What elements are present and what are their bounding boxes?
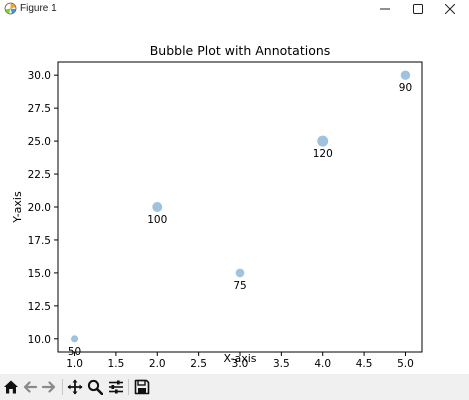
forward-arrow-icon bbox=[41, 381, 56, 393]
chart-title: Bubble Plot with Annotations bbox=[150, 43, 331, 58]
zoom-button[interactable] bbox=[86, 378, 104, 396]
close-icon bbox=[445, 3, 455, 14]
toolbar-separator bbox=[62, 379, 63, 395]
x-tick-label: 2.5 bbox=[190, 358, 207, 370]
y-tick-label: 27.5 bbox=[28, 103, 51, 115]
y-tick-label: 12.5 bbox=[28, 301, 51, 313]
y-axis: 10.0 12.5 15.0 17.5 20.0 22.5 25.0 27.5 30.0 bbox=[28, 70, 58, 346]
y-tick-label: 20.0 bbox=[28, 202, 51, 214]
bubble-annotation: 120 bbox=[313, 148, 333, 160]
save-icon bbox=[134, 379, 150, 395]
x-tick-label: 3.0 bbox=[232, 358, 249, 370]
toolbar-separator bbox=[128, 379, 129, 395]
maximize-button[interactable] bbox=[396, 0, 440, 17]
zoom-icon bbox=[87, 379, 103, 395]
bubble-annotation: 90 bbox=[399, 82, 412, 94]
save-button[interactable] bbox=[133, 378, 151, 396]
y-axis-label: Y-axis bbox=[11, 191, 24, 224]
matplotlib-icon bbox=[4, 2, 17, 15]
y-tick-label: 10.0 bbox=[28, 334, 51, 346]
pan-button[interactable] bbox=[66, 378, 84, 396]
minimize-button[interactable] bbox=[363, 0, 407, 17]
configure-subplots-button[interactable] bbox=[107, 378, 125, 396]
x-tick-label: 3.5 bbox=[273, 358, 290, 370]
window-title: Figure 1 bbox=[20, 3, 57, 14]
back-arrow-icon bbox=[23, 381, 38, 393]
x-tick-label: 1.0 bbox=[66, 358, 83, 370]
close-button[interactable] bbox=[428, 0, 469, 17]
y-tick-label: 17.5 bbox=[28, 235, 51, 247]
pan-icon bbox=[67, 379, 83, 395]
y-tick-label: 15.0 bbox=[28, 268, 51, 280]
x-tick-label: 5.0 bbox=[397, 358, 414, 370]
x-axis-label: X-axis bbox=[224, 352, 257, 365]
y-tick-label: 25.0 bbox=[28, 136, 51, 148]
bubble-annotation: 50 bbox=[68, 346, 81, 358]
bubble-point bbox=[400, 70, 411, 80]
y-tick-label: 22.5 bbox=[28, 169, 51, 181]
forward-button[interactable] bbox=[40, 378, 58, 396]
bubble-point bbox=[152, 202, 163, 212]
bubble-annotation: 100 bbox=[147, 214, 167, 226]
home-button[interactable] bbox=[2, 378, 20, 396]
maximize-icon bbox=[413, 3, 423, 14]
bubble-point bbox=[235, 268, 245, 278]
window-titlebar: Figure 1 bbox=[0, 0, 469, 17]
back-button[interactable] bbox=[21, 378, 39, 396]
x-tick-label: 4.5 bbox=[356, 358, 373, 370]
bubble-series: 50 100 75 120 90 bbox=[68, 70, 412, 358]
figure-canvas[interactable]: Bubble Plot with Annotations 1.0 1.5 2.0 2.… bbox=[0, 17, 469, 374]
home-icon bbox=[4, 380, 18, 394]
navigation-toolbar bbox=[0, 374, 469, 400]
minimize-icon bbox=[380, 8, 390, 9]
y-tick-label: 30.0 bbox=[28, 70, 51, 82]
x-tick-label: 1.5 bbox=[108, 358, 125, 370]
x-axis: 1.0 1.5 2.0 2.5 3.0 3.5 4.0 4.5 5.0 bbox=[66, 352, 414, 370]
x-tick-label: 2.0 bbox=[149, 358, 166, 370]
configure-subplots-icon bbox=[109, 380, 123, 394]
bubble-chart: Bubble Plot with Annotations 1.0 1.5 2.0 2.… bbox=[11, 43, 423, 370]
bubble-point bbox=[71, 335, 79, 343]
x-tick-label: 4.0 bbox=[314, 358, 331, 370]
bubble-annotation: 75 bbox=[233, 280, 246, 292]
plot-area bbox=[57, 61, 423, 353]
bubble-point bbox=[317, 135, 329, 147]
